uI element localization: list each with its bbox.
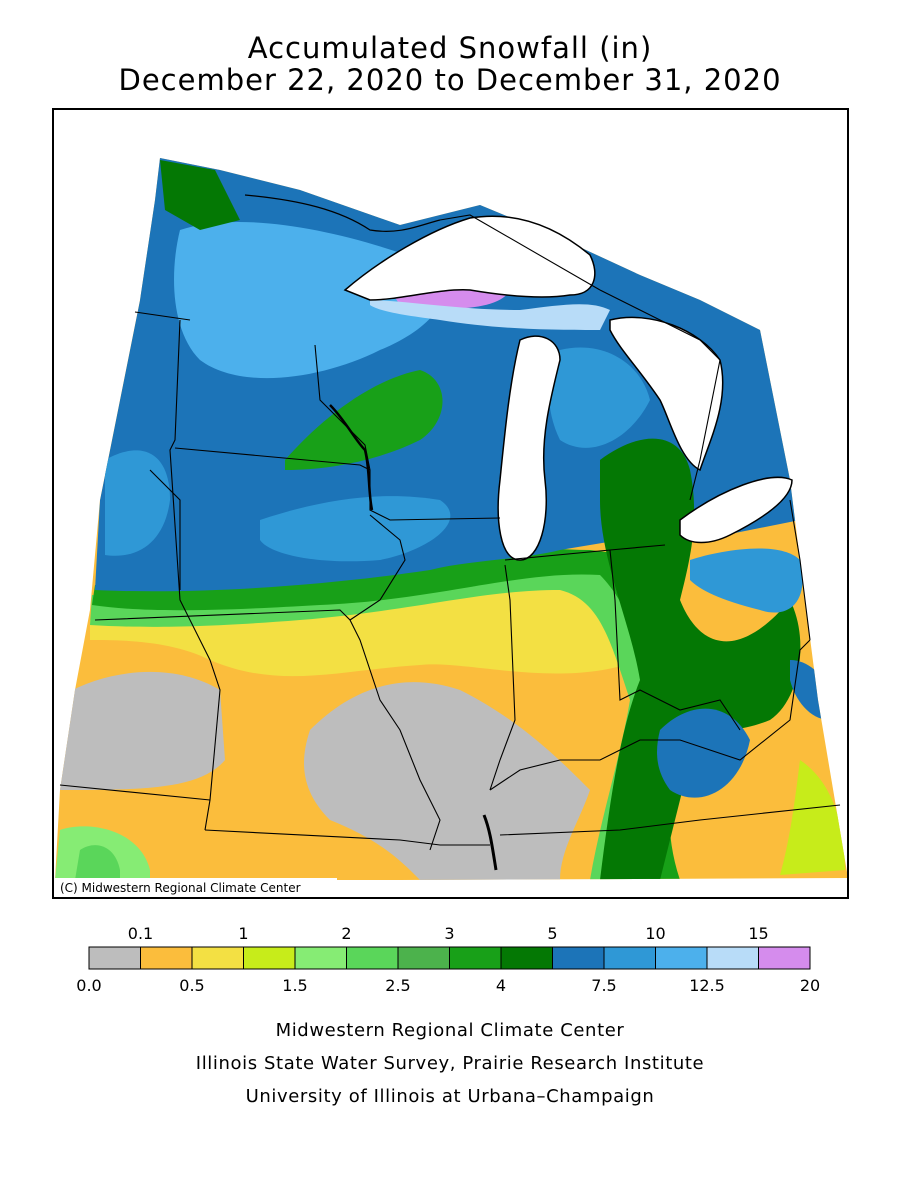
legend-top-label: 2 bbox=[341, 924, 351, 943]
legend-top-label: 5 bbox=[547, 924, 557, 943]
legend-swatch-10 bbox=[603, 946, 656, 970]
gray-area-central bbox=[304, 682, 590, 880]
legend-bottom-labels: 0.0 0.5 1.5 2.5 4 7.5 12.5 20 bbox=[76, 976, 820, 995]
legend-swatch-6 bbox=[397, 946, 450, 970]
border-mi-canada bbox=[599, 289, 721, 501]
border-mo-ar bbox=[204, 829, 490, 846]
watermark-box bbox=[55, 878, 337, 896]
border-mi-in-oh bbox=[504, 544, 666, 561]
legend-bottom-label: 0.0 bbox=[76, 976, 101, 995]
credit-university: University of Illinois at Urbana–Champai… bbox=[245, 1086, 655, 1107]
legend-top-label: 0.1 bbox=[128, 924, 153, 943]
legend-swatch-13 bbox=[758, 946, 811, 970]
legend-swatch-3 bbox=[243, 946, 296, 970]
legend-top-label: 10 bbox=[645, 924, 665, 943]
green-wisconsin bbox=[285, 370, 443, 470]
green-northwest-corner bbox=[160, 160, 240, 230]
light-blue-northwest bbox=[174, 221, 443, 379]
map-title: Accumulated Snowfall (in) bbox=[247, 31, 653, 65]
border-iowa-missouri-illinois bbox=[94, 609, 441, 851]
legend-bottom-label: 12.5 bbox=[689, 976, 725, 995]
band-1-0 bbox=[90, 580, 640, 677]
legend-swatch-9 bbox=[552, 946, 605, 970]
lake-huron bbox=[609, 316, 724, 472]
credit-survey: Illinois State Water Survey, Prairie Res… bbox=[195, 1053, 705, 1074]
north-shore-line bbox=[244, 194, 441, 232]
lime-southeast bbox=[780, 760, 845, 875]
credit-center: Midwestern Regional Climate Center bbox=[275, 1020, 625, 1041]
legend-swatch-7 bbox=[449, 946, 502, 970]
border-ky-tn bbox=[499, 804, 841, 836]
copyright-watermark: (C) Midwestern Regional Climate Center bbox=[60, 881, 301, 895]
green-southwest-core bbox=[75, 845, 120, 880]
legend-swatches bbox=[88, 946, 811, 970]
legend-bottom-label: 7.5 bbox=[591, 976, 616, 995]
green-east bbox=[600, 438, 801, 880]
mississippi-river bbox=[329, 404, 374, 511]
border-il-in bbox=[489, 564, 516, 791]
legend-swatch-1 bbox=[140, 946, 193, 970]
border-ks-ok bbox=[59, 784, 211, 801]
blue-ohio-north bbox=[690, 548, 803, 613]
map-date-range: December 22, 2020 to December 31, 2020 bbox=[118, 63, 782, 97]
light-blue-upper-peninsula bbox=[370, 300, 610, 330]
map-frame-border bbox=[52, 108, 849, 899]
legend-swatch-11 bbox=[655, 946, 708, 970]
legend-top-label: 15 bbox=[748, 924, 768, 943]
legend-swatch-4 bbox=[294, 946, 347, 970]
legend-swatch-0 bbox=[88, 946, 141, 970]
lake-erie bbox=[679, 476, 793, 544]
border-ohio-river bbox=[489, 639, 811, 791]
blue-lower-michigan bbox=[548, 347, 650, 448]
lake-superior bbox=[343, 215, 596, 301]
legend-bottom-label: 20 bbox=[800, 976, 820, 995]
legend-swatch-5 bbox=[346, 946, 399, 970]
kentucky-lake bbox=[482, 814, 498, 871]
legend-bottom-label: 1.5 bbox=[282, 976, 307, 995]
legend-top-labels: 0.1 1 2 3 5 10 15 bbox=[128, 924, 769, 943]
lake-michigan bbox=[497, 335, 561, 561]
border-up-michigan bbox=[439, 214, 601, 291]
legend-swatch-2 bbox=[191, 946, 244, 970]
legend-bottom-label: 0.5 bbox=[179, 976, 204, 995]
legend-swatch-8 bbox=[500, 946, 553, 970]
border-ne-ia bbox=[149, 469, 181, 590]
border-western-states bbox=[169, 319, 221, 831]
gray-area-west bbox=[55, 671, 225, 790]
legend-bottom-label: 4 bbox=[496, 976, 506, 995]
border-pa-oh bbox=[789, 499, 811, 641]
border-in-oh bbox=[609, 549, 741, 731]
blue-west-edge bbox=[105, 450, 170, 556]
blue-ohio-south bbox=[657, 708, 750, 798]
legend-swatch-12 bbox=[706, 946, 759, 970]
legend-top-label: 1 bbox=[238, 924, 248, 943]
border-nd-mn-north bbox=[134, 311, 191, 321]
blue-iowa bbox=[260, 496, 451, 562]
legend-bottom-label: 2.5 bbox=[385, 976, 410, 995]
border-ia-il bbox=[349, 514, 406, 621]
legend-top-label: 3 bbox=[444, 924, 454, 943]
